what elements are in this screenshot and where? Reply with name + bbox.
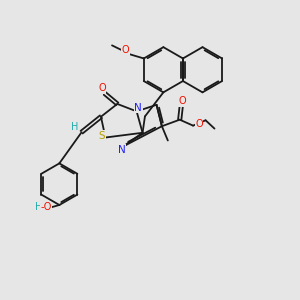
Text: -O: -O — [40, 202, 52, 212]
Text: H: H — [35, 202, 43, 212]
Text: O: O — [122, 45, 129, 56]
Text: O: O — [179, 96, 187, 106]
Text: N: N — [134, 103, 142, 113]
Text: N: N — [118, 145, 126, 155]
Text: S: S — [98, 131, 105, 141]
Text: H: H — [71, 122, 79, 132]
Text: O: O — [98, 83, 106, 93]
Text: O: O — [195, 119, 203, 129]
